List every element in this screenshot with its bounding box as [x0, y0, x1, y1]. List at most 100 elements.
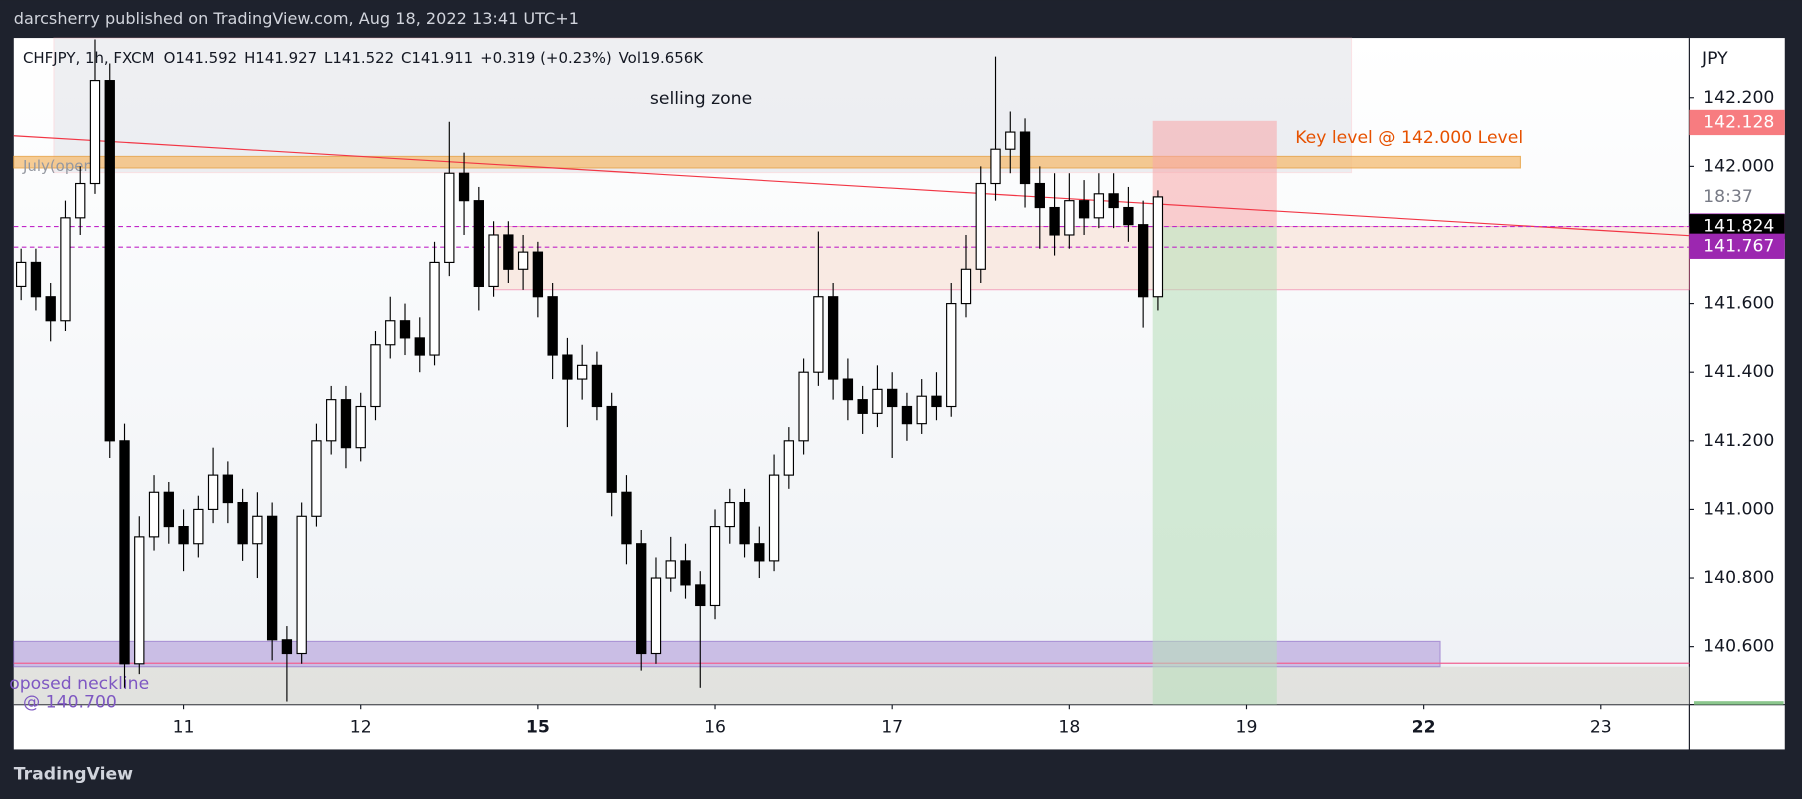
candles [16, 39, 1164, 702]
annotation: selling zone [650, 89, 752, 109]
candle-body [178, 526, 189, 545]
candle-body [45, 296, 56, 322]
candle-body [163, 491, 174, 528]
candle-body [89, 80, 101, 185]
candle-body [872, 388, 883, 414]
annotation: July(open) [22, 157, 99, 175]
candle-body [709, 526, 721, 607]
candle-body [724, 501, 735, 528]
candle-body [1093, 193, 1105, 219]
legend-item: H141.927 [244, 49, 317, 67]
x-tick-label: 12 [350, 718, 372, 738]
candle-body [636, 543, 647, 655]
candle-body [134, 536, 145, 665]
x-tick-label: 15 [526, 718, 550, 738]
candle-body [281, 639, 293, 655]
candle-body [296, 515, 307, 655]
legend-item: +0.319 (+0.23%) [480, 49, 612, 67]
y-tick-label: 140.600 [1703, 637, 1774, 657]
x-tick-label: 17 [881, 718, 903, 738]
x-tick-label: 19 [1236, 718, 1258, 738]
candle-body [355, 405, 366, 449]
candle-body [857, 399, 868, 414]
x-tick-label: 16 [704, 718, 726, 738]
drawings: selling zone Key level @ 142.000 Level J… [9, 37, 1690, 712]
resistance-zone [493, 226, 1690, 291]
candle-body [458, 172, 470, 202]
candle-body [665, 560, 676, 579]
currency: JPY [1701, 49, 1728, 69]
candle-body [385, 320, 396, 346]
candle-body [16, 261, 27, 288]
candle-body [576, 364, 588, 380]
header: darcsherry published on TradingView.com,… [14, 9, 579, 28]
price-axis [1689, 38, 1785, 705]
y-tick-label: 141.600 [1703, 294, 1774, 314]
legend: CHFJPY, 1h, FXCM O141.592 H141.927 L141.522… [23, 49, 704, 67]
legend-item: L141.522 [324, 49, 394, 67]
candle-body [222, 474, 234, 504]
candle-body [340, 399, 352, 449]
annotation: Key level @ 142.000 Level [1295, 128, 1523, 148]
candle-body [650, 577, 662, 655]
candle-body [975, 182, 986, 270]
annotation: oposed neckline [9, 674, 149, 694]
legend-item: C141.911 [401, 49, 473, 67]
candle-body [1049, 206, 1060, 236]
candle-body [813, 296, 824, 373]
candle-body [503, 234, 514, 270]
candle-body [517, 251, 529, 270]
y-tick-label: 142.000 [1703, 156, 1774, 176]
candle-body [444, 172, 455, 263]
candle-body [946, 303, 957, 408]
key-level [13, 155, 1522, 169]
candle-body [1108, 193, 1119, 209]
x-tick-label: 22 [1412, 718, 1436, 738]
candle-body [960, 268, 972, 305]
candle-body [488, 234, 499, 288]
volume-marker [1693, 701, 1784, 705]
stop-zone [1152, 120, 1277, 227]
candle-body [237, 501, 248, 545]
candle-body [798, 371, 809, 442]
price-tag [1689, 233, 1785, 259]
candle-body [827, 296, 839, 380]
price-tag-label: 141.767 [1703, 236, 1774, 256]
candle-body [768, 474, 780, 562]
candle-body [887, 388, 898, 408]
candle-body [193, 508, 204, 545]
candle-body [783, 440, 795, 476]
annotation: @ 140.700 [23, 692, 117, 712]
candle-body [266, 515, 278, 641]
candle-body [473, 200, 484, 288]
y-tick-label: 142.200 [1703, 88, 1774, 108]
support-zone [13, 666, 1690, 705]
legend-item: O141.592 [164, 49, 238, 67]
candle-body [532, 251, 544, 298]
x-tick-label: 11 [173, 718, 195, 738]
target-zone [1152, 226, 1277, 705]
candle-body [326, 399, 337, 442]
candle-body [75, 182, 86, 219]
candle-body [252, 515, 263, 545]
candle-body [414, 337, 425, 356]
legend-symbol: CHFJPY, 1h, FXCM [23, 49, 154, 67]
candle-body [606, 405, 617, 493]
candle-body [842, 378, 854, 401]
price-tag-label: 142.128 [1703, 112, 1774, 132]
price-tag-label: 141.824 [1703, 217, 1774, 237]
countdown: 18:37 [1703, 187, 1753, 207]
selling-zone [53, 37, 1353, 174]
y-tick-label: 141.400 [1703, 362, 1774, 382]
plot-area [13, 38, 1690, 705]
candle-body [1152, 196, 1164, 298]
candle-body [739, 501, 750, 545]
candle-body [148, 491, 160, 538]
x-tick-label: 23 [1590, 718, 1612, 738]
candle-body [311, 440, 322, 517]
time-axis [13, 704, 1785, 750]
candle-body [1064, 200, 1075, 236]
candle-body [754, 543, 765, 562]
